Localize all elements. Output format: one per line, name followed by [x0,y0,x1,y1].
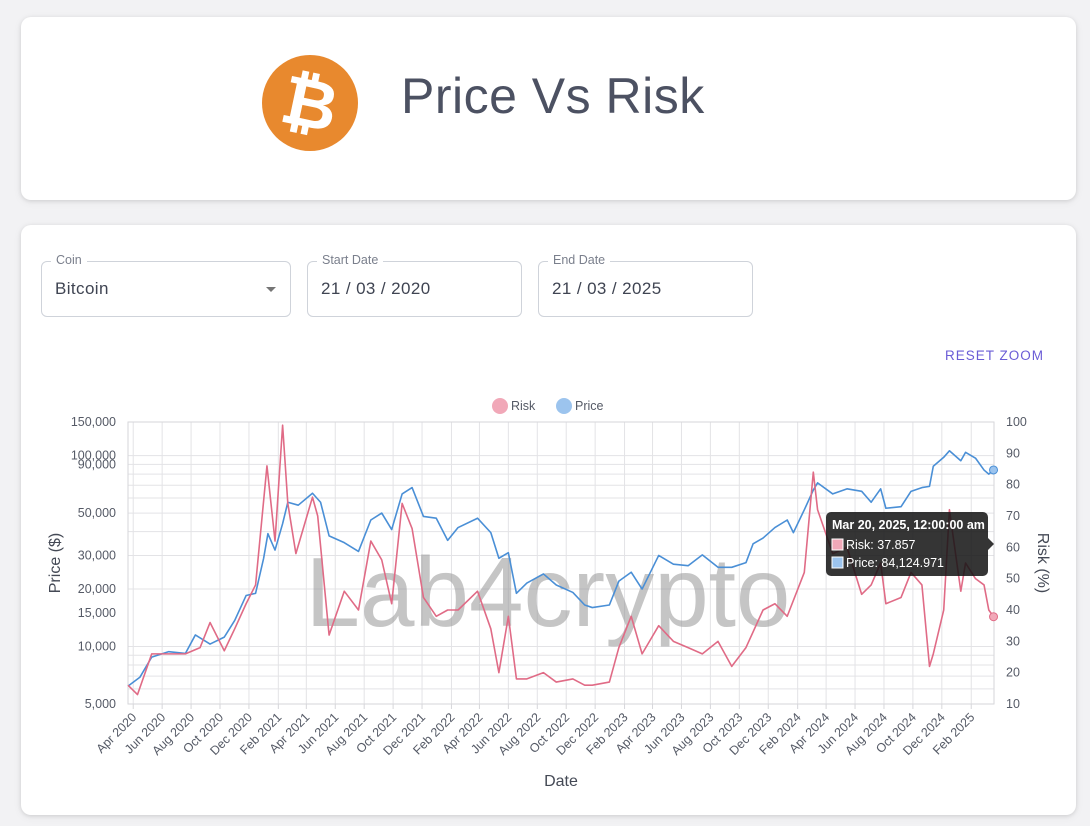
coin-select[interactable]: Coin Bitcoin [41,253,291,317]
legend-price-swatch [556,398,572,414]
legend-price-label: Price [575,399,604,413]
end-date-label: End Date [548,253,611,267]
watermark-text: Lab4crypto [306,537,791,647]
chevron-down-icon[interactable] [266,287,276,292]
start-date-field[interactable]: Start Date 21 / 03 / 2020 [307,253,522,317]
coin-value: Bitcoin [55,279,109,298]
y2-tick-label: 80 [1006,478,1020,492]
y2-tick-label: 10 [1006,697,1020,711]
y2-tick-label: 90 [1006,446,1020,460]
tooltip-caret [988,538,994,550]
risk-series-line [127,424,995,696]
y2-tick-label: 70 [1006,509,1020,523]
y-tick-label: 20,000 [78,582,116,596]
tooltip-title: Mar 20, 2025, 12:00:00 am [832,518,985,532]
tooltip-box [826,512,988,576]
price-point-marker [989,465,999,475]
coin-label: Coin [51,253,87,267]
plot-area [127,421,995,705]
y2-tick-label: 20 [1006,666,1020,680]
y-tick-label: 90,000 [78,457,116,471]
chart-legend: Risk Price [492,398,604,414]
y2-tick-label: 60 [1006,540,1020,554]
tooltip-price-swatch [831,556,844,569]
y-tick-label: 100,000 [71,449,116,463]
chart-tooltip: Mar 20, 2025, 12:00:00 am Risk: 37.857 Pri… [826,512,994,576]
start-date-label: Start Date [317,253,384,267]
price-series-line [127,449,995,687]
y2-tick-label: 30 [1006,634,1020,648]
end-date-value[interactable]: 21 / 03 / 2025 [552,279,662,298]
y2-tick-label: 40 [1006,603,1020,617]
y-tick-label: 150,000 [71,415,116,429]
header-card: ₿ Price Vs Risk [21,17,1076,200]
risk-point-marker [989,612,999,622]
bitcoin-logo-icon: ₿ [262,55,358,151]
x-axis-title: Date [544,773,578,790]
start-date-value[interactable]: 21 / 03 / 2020 [321,279,431,298]
page-title: Price Vs Risk [401,68,705,124]
tooltip-price-value: Price: 84,124.971 [846,556,944,570]
y-tick-label: 15,000 [78,606,116,620]
y2-tick-label: 100 [1006,415,1027,429]
y2-axis-title: Risk (%) [1034,533,1051,593]
tooltip-risk-value: Risk: 37.857 [846,538,916,552]
y-tick-label: 30,000 [78,548,116,562]
y-axis-title: Price ($) [47,533,64,593]
tooltip-risk-swatch [831,538,844,551]
y-tick-label: 5,000 [85,697,116,711]
y-tick-label: 50,000 [78,506,116,520]
reset-zoom-button[interactable]: RESET ZOOM [944,348,1044,363]
y2-tick-label: 50 [1006,572,1020,586]
legend-risk-label: Risk [511,399,536,413]
end-date-field[interactable]: End Date 21 / 03 / 2025 [538,253,753,317]
y-tick-label: 10,000 [78,640,116,654]
legend-risk-swatch [492,398,508,414]
